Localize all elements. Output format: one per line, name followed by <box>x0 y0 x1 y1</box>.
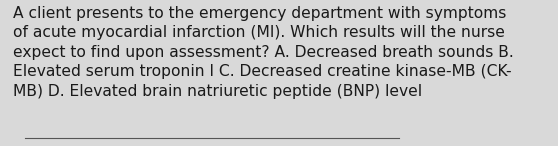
Text: A client presents to the emergency department with symptoms
of acute myocardial : A client presents to the emergency depar… <box>13 6 513 99</box>
